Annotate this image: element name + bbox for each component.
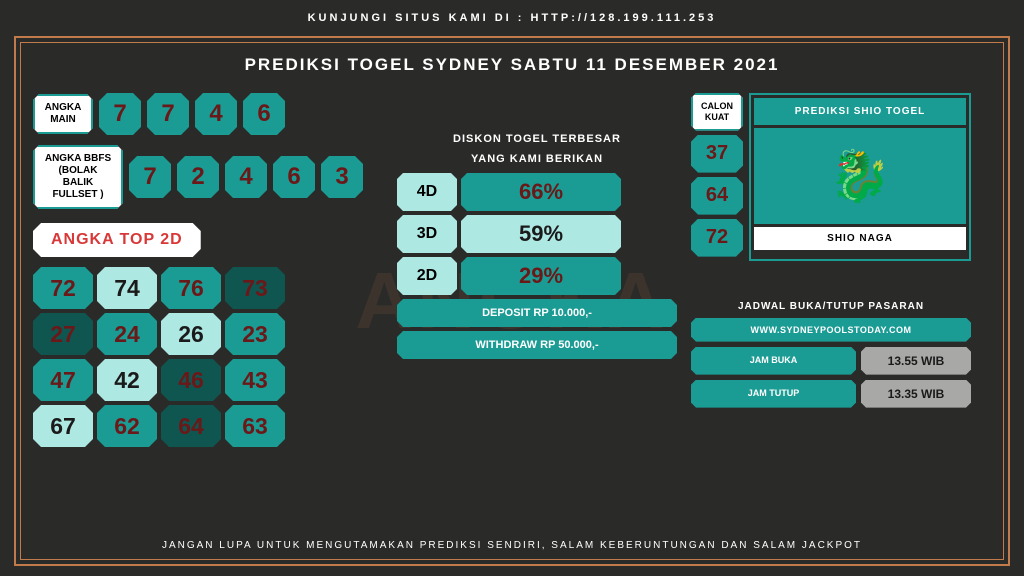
diskon-row: 2D29% [397,257,677,295]
diskon-value: 66% [461,173,621,211]
top2d-cell: 23 [225,313,285,355]
diskon-value: 29% [461,257,621,295]
angka-bbfs-label: ANGKA BBFS(BOLAK BALIKFULLSET ) [33,145,123,209]
shio-box: PREDIKSI SHIO TOGEL 🐉 SHIO NAGA [749,93,971,261]
top2d-cell: 24 [97,313,157,355]
middle-column: DISKON TOGEL TERBESAR YANG KAMI BERIKAN … [397,93,677,513]
top2d-cell: 43 [225,359,285,401]
diskon-label: 3D [397,215,457,253]
angka-main-num: 7 [99,93,141,135]
top2d-cell: 67 [33,405,93,447]
jadwal-title: JADWAL BUKA/TUTUP PASARAN [691,301,971,312]
jam-buka-row: JAM BUKA 13.55 WIB [691,347,971,375]
diskon-label: 2D [397,257,457,295]
deposit-box: DEPOSIT RP 10.000,- [397,299,677,327]
jadwal-url: WWW.SYDNEYPOOLSTODAY.COM [691,318,971,342]
right-column: CALONKUAT 37 64 72 PREDIKSI SHIO TOGEL 🐉 S… [691,93,971,513]
top2d-cell: 26 [161,313,221,355]
top2d-cell: 64 [161,405,221,447]
top2d-cell: 63 [225,405,285,447]
footer: JANGAN LUPA UNTUK MENGUTAMAKAN PREDIKSI … [21,540,1003,551]
angka-bbfs-num: 7 [129,156,171,198]
page-title: PREDIKSI TOGEL SYDNEY SABTU 11 DESEMBER … [33,55,991,75]
top2d-cell: 46 [161,359,221,401]
angka-main-num: 7 [147,93,189,135]
top2d-cell: 42 [97,359,157,401]
shio-name: SHIO NAGA [754,227,966,250]
angka-bbfs-num: 4 [225,156,267,198]
angka-main-num: 6 [243,93,285,135]
inner-border: ANGKA PREDIKSI TOGEL SYDNEY SABTU 11 DES… [20,42,1004,560]
top2d-grid: 72747673 27242623 47424643 67626463 [33,267,383,447]
diskon-row: 4D66% [397,173,677,211]
top2d-cell: 74 [97,267,157,309]
diskon-value: 59% [461,215,621,253]
angka-main-row: ANGKAMAIN 7746 [33,93,383,135]
angka-main-num: 4 [195,93,237,135]
content: ANGKAMAIN 7746 ANGKA BBFS(BOLAK BALIKFUL… [33,93,991,513]
jam-buka-label: JAM BUKA [691,347,856,375]
shio-section: CALONKUAT 37 64 72 PREDIKSI SHIO TOGEL 🐉 S… [691,93,971,261]
top2d-cell: 73 [225,267,285,309]
shio-title: PREDIKSI SHIO TOGEL [754,98,966,125]
calon-num: 64 [691,177,743,215]
angka-bbfs-num: 3 [321,156,363,198]
top2d-cell: 27 [33,313,93,355]
jam-buka-val: 13.55 WIB [861,347,971,375]
diskon-label: 4D [397,173,457,211]
calon-num: 37 [691,135,743,173]
angka-bbfs-row: ANGKA BBFS(BOLAK BALIKFULLSET ) 72463 [33,145,383,209]
jam-tutup-row: JAM TUTUP 13.35 WIB [691,380,971,408]
left-column: ANGKAMAIN 7746 ANGKA BBFS(BOLAK BALIKFUL… [33,93,383,513]
top2d-section: ANGKA TOP 2D 727476732724262347424643676… [33,223,383,447]
angka-bbfs-num: 6 [273,156,315,198]
dragon-icon: 🐉 [754,128,966,224]
top2d-cell: 62 [97,405,157,447]
jadwal-section: JADWAL BUKA/TUTUP PASARAN WWW.SYDNEYPOOL… [691,301,971,408]
diskon-title2: YANG KAMI BERIKAN [397,153,677,165]
top2d-cell: 47 [33,359,93,401]
calon-label: CALONKUAT [691,93,743,131]
top2d-cell: 72 [33,267,93,309]
diskon-title1: DISKON TOGEL TERBESAR [397,133,677,145]
top2d-cell: 76 [161,267,221,309]
header: KUNJUNGI SITUS KAMI DI : HTTP://128.199.… [0,0,1024,36]
calon-column: CALONKUAT 37 64 72 [691,93,743,261]
jam-tutup-label: JAM TUTUP [691,380,856,408]
angka-bbfs-num: 2 [177,156,219,198]
top2d-label: ANGKA TOP 2D [33,223,201,257]
calon-num: 72 [691,219,743,257]
outer-border: ANGKA PREDIKSI TOGEL SYDNEY SABTU 11 DES… [14,36,1010,566]
jam-tutup-val: 13.35 WIB [861,380,971,408]
withdraw-box: WITHDRAW RP 50.000,- [397,331,677,359]
diskon-row: 3D59% [397,215,677,253]
angka-main-label: ANGKAMAIN [33,94,93,134]
